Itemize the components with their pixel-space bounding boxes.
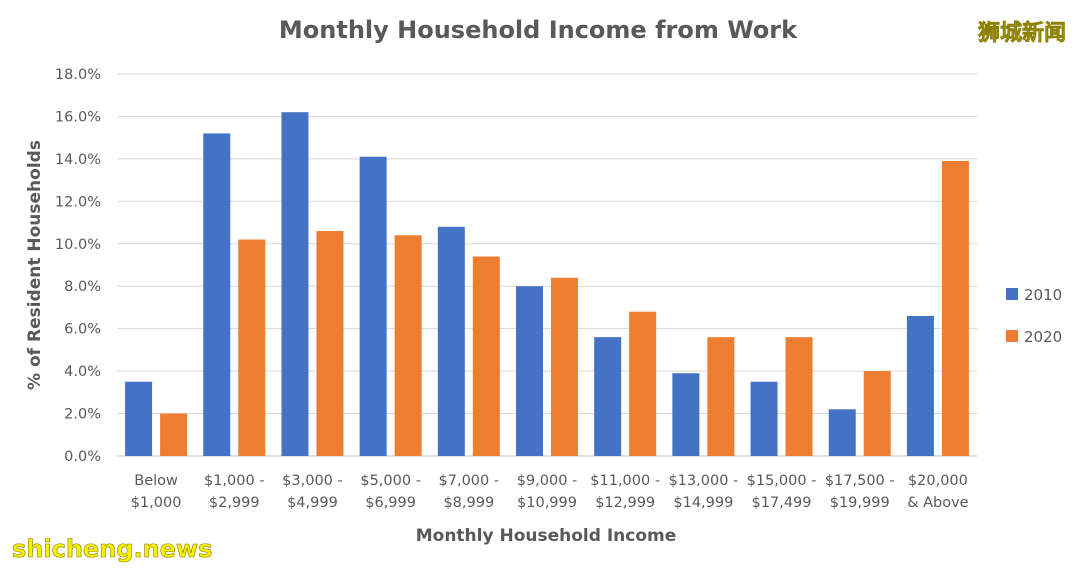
bar-2010 (125, 381, 153, 456)
legend-swatch-2010 (1006, 288, 1018, 300)
y-tick-label: 14.0% (55, 152, 101, 168)
x-axis-title: Monthly Household Income (416, 526, 677, 546)
x-axis-ticks: Below $1,000 $1,000 -$2,999 $3,000 -$4,999 $… (131, 473, 969, 511)
y-tick-label: 2.0% (64, 407, 101, 423)
bar-2010 (437, 226, 465, 456)
bar-2020 (863, 371, 891, 456)
y-tick-label: 4.0% (64, 364, 101, 380)
bar-2010 (359, 156, 387, 456)
bar-2020 (785, 337, 813, 456)
x-tick-label: Below $1,000 (131, 473, 182, 511)
legend: 2010 2020 (1006, 286, 1062, 346)
x-tick-label: $15,000 -$17,499 (747, 473, 817, 511)
x-tick-label: $17,500 -$19,999 (825, 473, 895, 511)
bar-2020 (394, 235, 422, 456)
bar-2010 (906, 315, 934, 456)
x-tick-label: $11,000 -$12,999 (590, 473, 660, 511)
bar-2020 (629, 311, 657, 456)
x-tick-label: $13,000 -$14,999 (668, 473, 738, 511)
legend-label-2010: 2010 (1024, 286, 1062, 304)
x-tick-label: $5,000 -$6,999 (360, 473, 421, 511)
y-tick-label: 10.0% (55, 237, 101, 253)
bar-2010 (281, 112, 309, 456)
y-tick-label: 12.0% (55, 194, 101, 210)
bar-2020 (551, 277, 578, 456)
y-tick-label: 16.0% (55, 109, 101, 125)
x-tick-label: $9,000 -$10,999 (517, 473, 578, 511)
legend-label-2020: 2020 (1024, 328, 1062, 346)
bar-2010 (203, 133, 231, 456)
bar-2020 (316, 231, 344, 456)
y-axis-ticks: 0.0% 2.0% 4.0% 6.0% 8.0% 10.0% 12.0% 14.0% 16.0%… (55, 67, 101, 465)
y-axis-title: % of Resident Households (25, 140, 45, 390)
bar-2010 (516, 286, 543, 456)
bar-2020 (707, 337, 735, 456)
legend-swatch-2020 (1006, 330, 1018, 342)
chart-title: Monthly Household Income from Work (279, 16, 798, 44)
bar-2010 (594, 337, 622, 456)
bar-2010 (672, 373, 700, 456)
bar-2010 (750, 381, 778, 456)
x-tick-label: $7,000 -$8,999 (439, 473, 500, 511)
x-tick-label: $1,000 -$2,999 (204, 473, 265, 511)
bars (125, 112, 969, 456)
bar-2020 (941, 161, 969, 456)
y-tick-label: 0.0% (64, 449, 101, 465)
y-tick-label: 18.0% (55, 67, 101, 83)
y-tick-label: 8.0% (64, 279, 101, 295)
x-tick-label: $3,000 -$4,999 (282, 473, 343, 511)
x-tick-label: $20,000 & Above (907, 473, 968, 511)
bar-2020 (472, 256, 500, 456)
bar-2010 (828, 409, 856, 456)
watermark-bottom: shicheng.news (12, 535, 212, 563)
bar-2020 (238, 239, 266, 456)
watermark-top: 狮城新闻 (978, 20, 1066, 46)
y-tick-label: 6.0% (64, 322, 101, 338)
bar-2020 (160, 413, 188, 456)
